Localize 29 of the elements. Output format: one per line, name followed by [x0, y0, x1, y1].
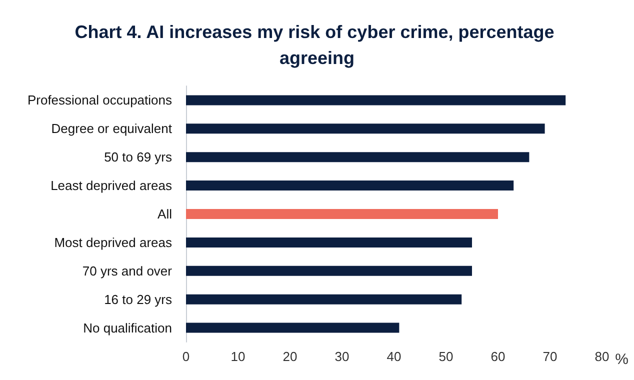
bar — [186, 237, 472, 248]
chart-title: Chart 4. AI increases my risk of cyber crime, percentage agreeing — [74, 22, 560, 68]
bar — [186, 95, 566, 106]
y-tick-label: 70 yrs and over — [82, 263, 173, 278]
bar — [186, 209, 498, 219]
bar — [186, 180, 514, 191]
x-axis-title: % — [615, 351, 628, 368]
x-tick-label: 70 — [542, 349, 558, 364]
x-tick-label: 0 — [182, 349, 190, 364]
x-tick-label: 60 — [490, 349, 506, 364]
x-tick-label: 30 — [334, 349, 350, 364]
y-tick-label: Professional occupations — [27, 92, 172, 108]
y-tick-label: 16 to 29 yrs — [104, 292, 172, 307]
x-tick-label: 50 — [438, 349, 454, 364]
y-tick-label: Least deprived areas — [50, 178, 172, 194]
y-tick-label: No qualification — [83, 320, 172, 336]
x-tick-label: 40 — [386, 349, 402, 364]
bar — [186, 322, 400, 333]
y-tick-label: 50 to 69 yrs — [104, 150, 172, 165]
y-tick-label: Degree or equivalent — [51, 121, 172, 136]
y-tick-label: Most deprived areas — [54, 234, 172, 250]
x-tick-label: 20 — [282, 349, 298, 364]
x-tick-label: 10 — [230, 349, 246, 364]
bar — [186, 124, 545, 134]
x-tick-label: 80 — [594, 349, 610, 364]
y-tick-label: All — [158, 206, 172, 222]
bar — [186, 294, 462, 304]
bar — [186, 152, 530, 162]
bar — [186, 266, 472, 276]
